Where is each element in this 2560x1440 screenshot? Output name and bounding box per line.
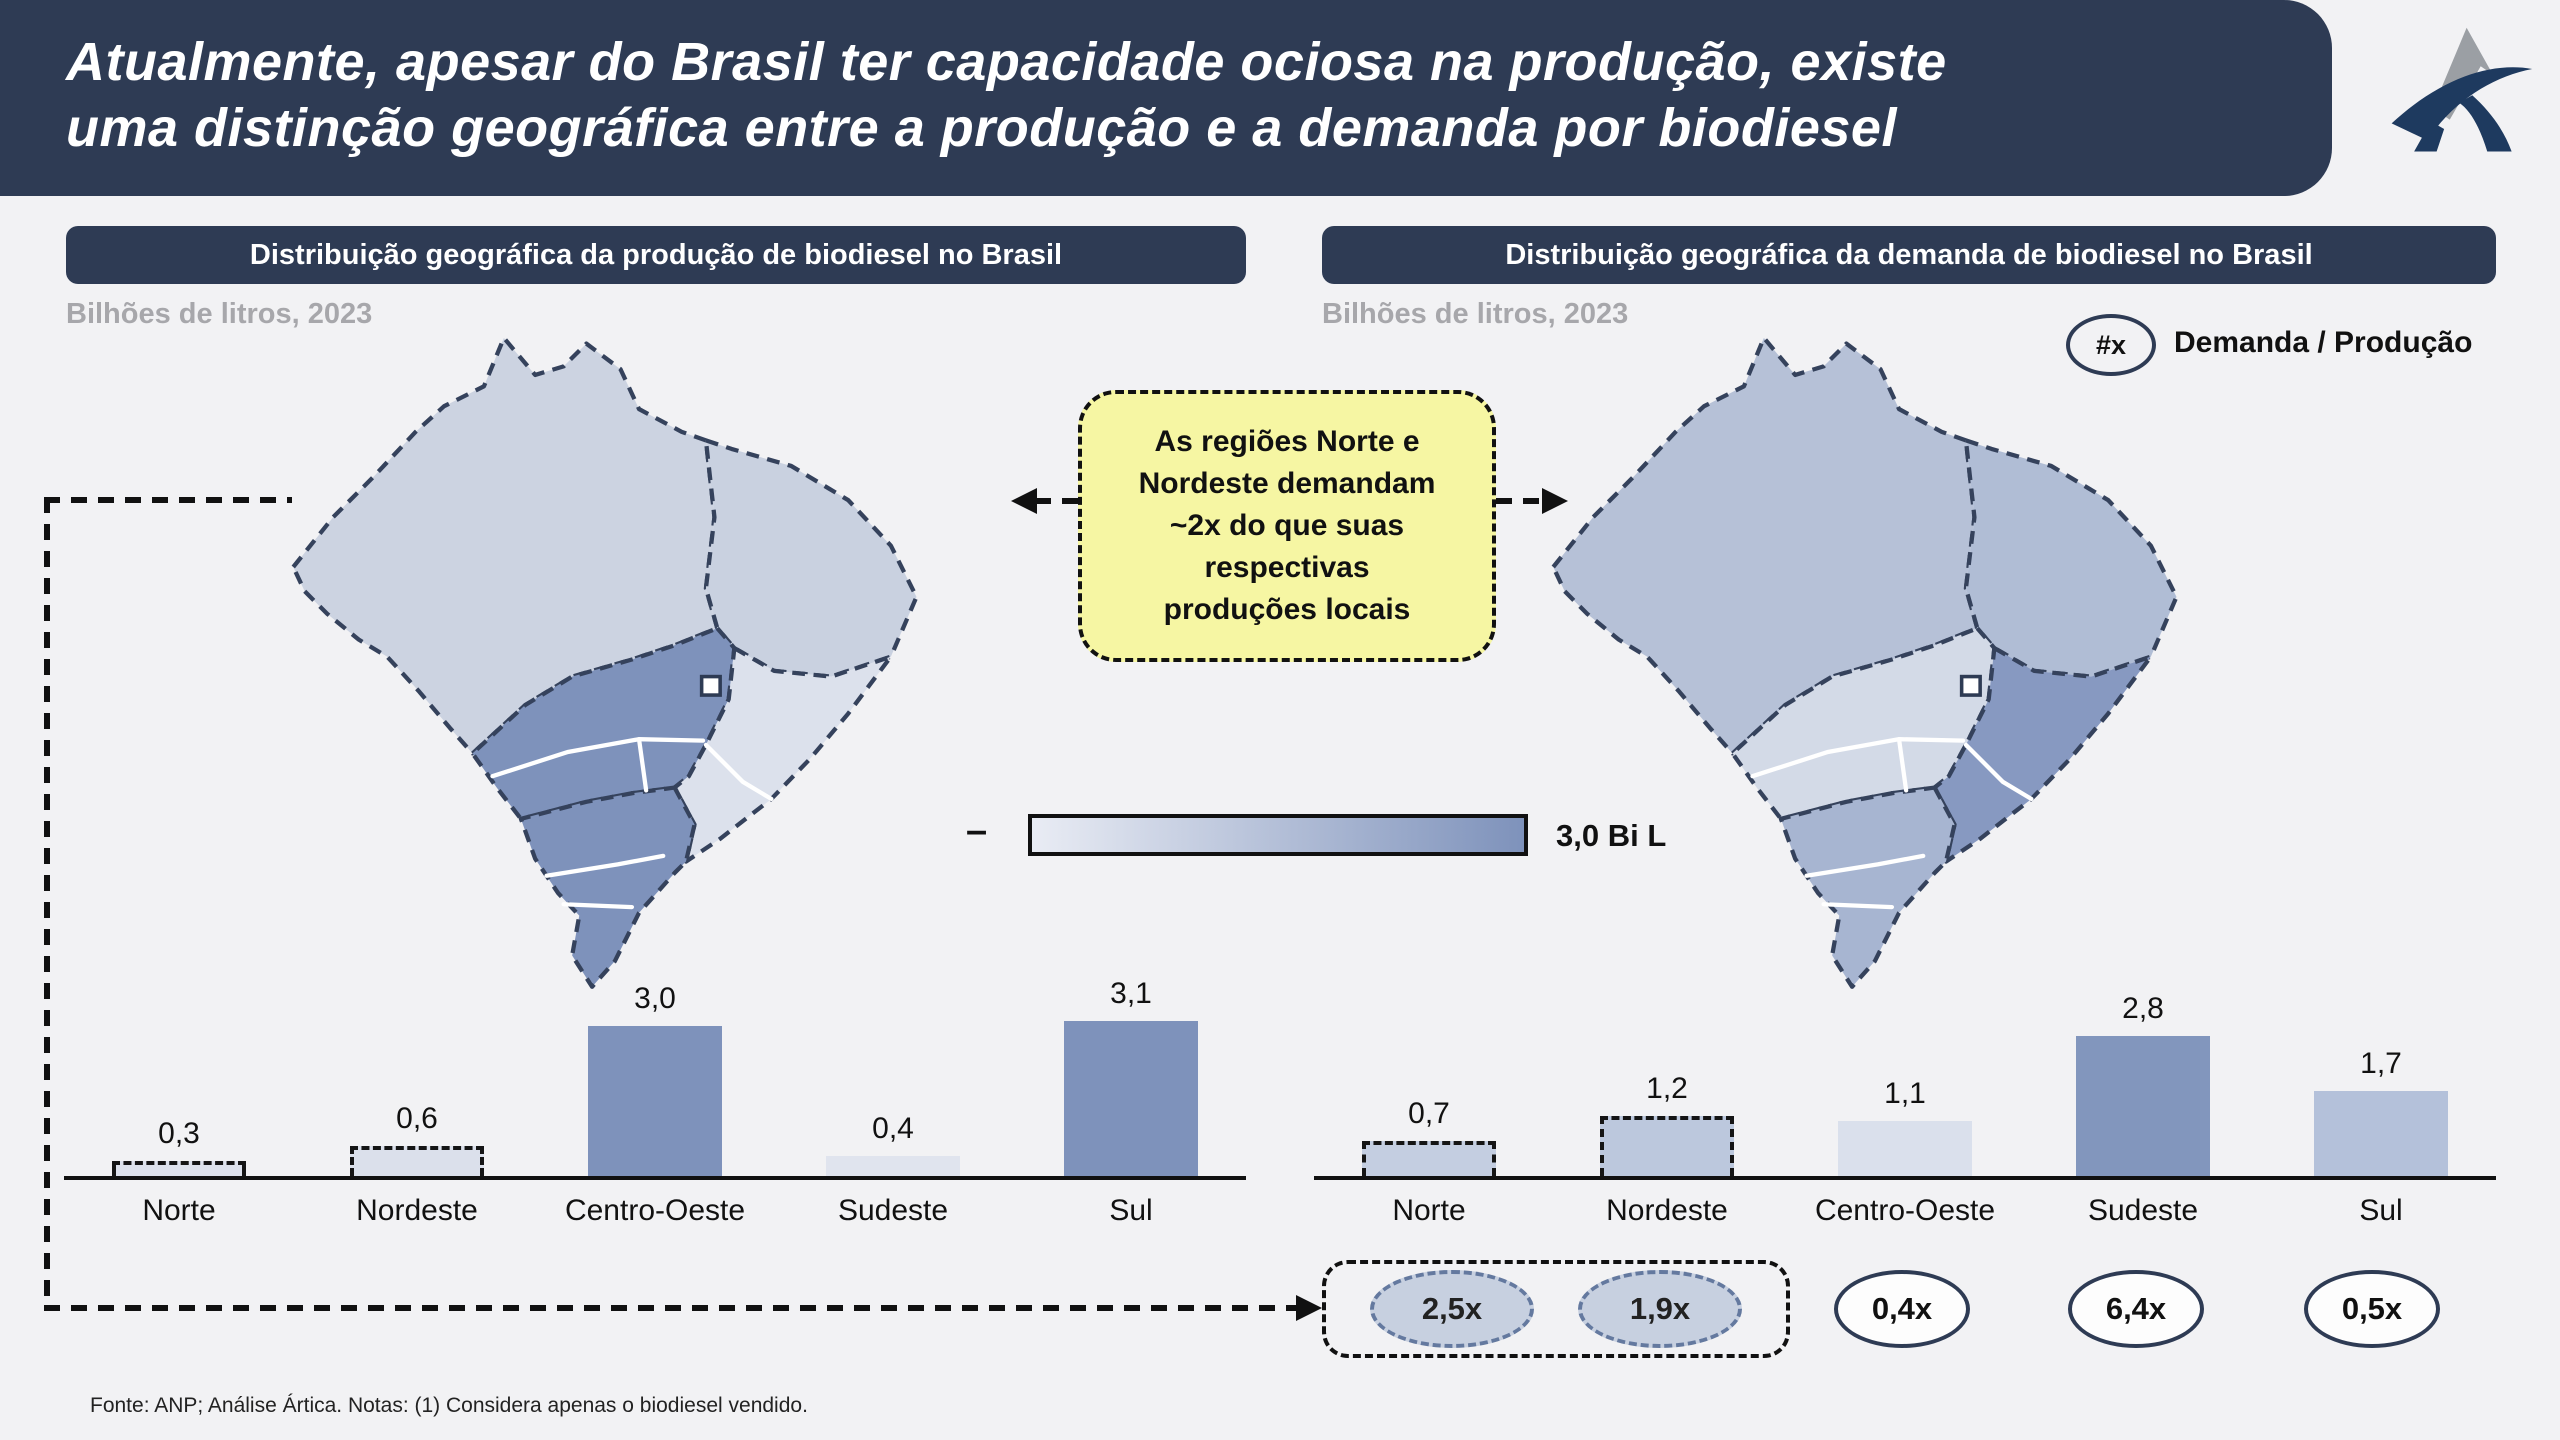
value-label: 1,1 xyxy=(1884,1077,1926,1110)
category-label: Norte xyxy=(1392,1194,1466,1227)
value-label: 1,2 xyxy=(1646,1072,1688,1105)
callout-arrow-right-line xyxy=(1496,498,1542,504)
bar-sudeste xyxy=(826,1156,960,1176)
bar-sudeste xyxy=(2076,1036,2210,1176)
state-border-line xyxy=(1963,742,2034,802)
callout-arrow-left-icon xyxy=(1011,488,1037,514)
ratio-group: 2,5x 1,9x xyxy=(1322,1260,1790,1358)
production-chart: 0,3 Norte 0,6 Nordeste 3,0 Centro-Oeste 0,4 Sud… xyxy=(60,977,1250,1245)
state-border-line xyxy=(703,742,774,802)
x-axis xyxy=(64,1176,1246,1180)
footer-source: Fonte: ANP; Análise Ártica. Notas: (1) C… xyxy=(90,1394,808,1417)
ratio-ellipse-sul: 0,5x xyxy=(2304,1270,2440,1348)
value-label: 1,7 xyxy=(2360,1047,2402,1080)
subtitle-production: Bilhões de litros, 2023 xyxy=(66,298,373,330)
category-label: Nordeste xyxy=(1606,1194,1728,1227)
map-region-nordeste xyxy=(1963,438,2179,679)
color-scale-min-label: – xyxy=(966,810,988,852)
map-region-sul xyxy=(518,785,697,989)
title-line-2: uma distinção geográfica entre a produçã… xyxy=(66,97,1897,158)
state-border-line xyxy=(1896,737,1909,793)
ratio-ellipse-nordeste: 1,9x xyxy=(1578,1270,1742,1348)
panel-header-demand: Distribuição geográfica da demanda de bi… xyxy=(1322,226,2496,284)
title-line-1: Atualmente, apesar do Brasil ter capacid… xyxy=(66,32,1947,92)
state-border-line xyxy=(561,902,635,910)
bar-norte xyxy=(1362,1141,1496,1176)
state-border-line xyxy=(490,737,706,779)
value-label: 3,0 xyxy=(634,982,676,1015)
value-label: 3,1 xyxy=(1110,977,1152,1010)
value-label: 0,7 xyxy=(1408,1097,1450,1130)
category-label: Sudeste xyxy=(837,1194,949,1227)
value-label: 0,6 xyxy=(396,1102,438,1135)
bar-nordeste xyxy=(350,1146,484,1176)
callout-text: As regiões Norte e Nordeste demandam ~2x d… xyxy=(1138,425,1436,626)
connector-top-line xyxy=(44,497,292,503)
header-band xyxy=(0,0,2332,196)
artica-logo-icon xyxy=(2391,27,2533,152)
color-scale-bar xyxy=(1028,814,1528,856)
connector-arrowhead-icon xyxy=(1296,1295,1322,1321)
df-marker xyxy=(1959,674,1982,697)
bar-centro-oeste xyxy=(1838,1121,1972,1176)
panel-header-production: Distribuição geográfica da produção de b… xyxy=(66,226,1246,284)
bar-sul xyxy=(1064,1021,1198,1176)
category-label: Sul xyxy=(1109,1194,1153,1227)
value-label: 0,4 xyxy=(872,1112,914,1145)
ratio-ellipse-sudeste: 6,4x xyxy=(2068,1270,2204,1348)
state-border-line xyxy=(1804,853,1926,878)
ratio-ellipse-norte: 2,5x xyxy=(1370,1270,1534,1348)
ratio-legend-label: Demanda / Produção xyxy=(2174,326,2473,359)
connector-bottom-line xyxy=(44,1305,1296,1311)
brazil-map-icon xyxy=(1551,335,2179,989)
production-map xyxy=(205,318,945,1001)
artica-logo xyxy=(2386,8,2536,160)
subtitle-demand: Bilhões de litros, 2023 xyxy=(1322,298,1629,330)
df-marker xyxy=(699,674,722,697)
bar-sul xyxy=(2314,1091,2448,1176)
ratio-legend-symbol: #x xyxy=(2066,314,2156,376)
color-scale-max-label: 3,0 Bi L xyxy=(1556,818,1667,853)
bar-nordeste xyxy=(1600,1116,1734,1176)
ratio-ellipse-centro-oeste: 0,4x xyxy=(1834,1270,1970,1348)
bar-centro-oeste xyxy=(588,1026,722,1176)
demand-map xyxy=(1465,318,2205,1001)
bar-norte xyxy=(112,1161,246,1176)
category-label: Centro-Oeste xyxy=(564,1194,746,1227)
connector-left-line xyxy=(44,497,50,1311)
demand-chart: 0,7 Norte 1,2 Nordeste 1,1 Centro-Oeste 2,8 Sud… xyxy=(1310,992,2500,1245)
x-axis xyxy=(1314,1176,2496,1180)
category-label: Sudeste xyxy=(2087,1194,2199,1227)
map-region-sudeste xyxy=(1932,645,2154,864)
state-border-line xyxy=(544,853,666,878)
state-border-line xyxy=(1821,902,1895,910)
value-label: 2,8 xyxy=(2122,992,2164,1025)
category-label: Centro-Oeste xyxy=(1814,1194,1996,1227)
map-region-sudeste xyxy=(672,645,894,864)
category-label: Norte xyxy=(142,1194,216,1227)
callout-box: As regiões Norte e Nordeste demandam ~2x d… xyxy=(1078,390,1496,662)
category-label: Nordeste xyxy=(356,1194,478,1227)
value-label: 0,3 xyxy=(158,1117,200,1150)
category-label: Sul xyxy=(2359,1194,2403,1227)
map-region-sul xyxy=(1778,785,1957,989)
callout-arrow-left-line xyxy=(1035,498,1080,504)
page-title: Atualmente, apesar do Brasil ter capacid… xyxy=(66,30,1947,162)
map-region-nordeste xyxy=(703,438,919,679)
brazil-map-icon xyxy=(291,335,919,989)
callout-arrow-right-icon xyxy=(1542,488,1568,514)
state-border-line xyxy=(1750,737,1966,779)
state-border-line xyxy=(636,737,649,793)
